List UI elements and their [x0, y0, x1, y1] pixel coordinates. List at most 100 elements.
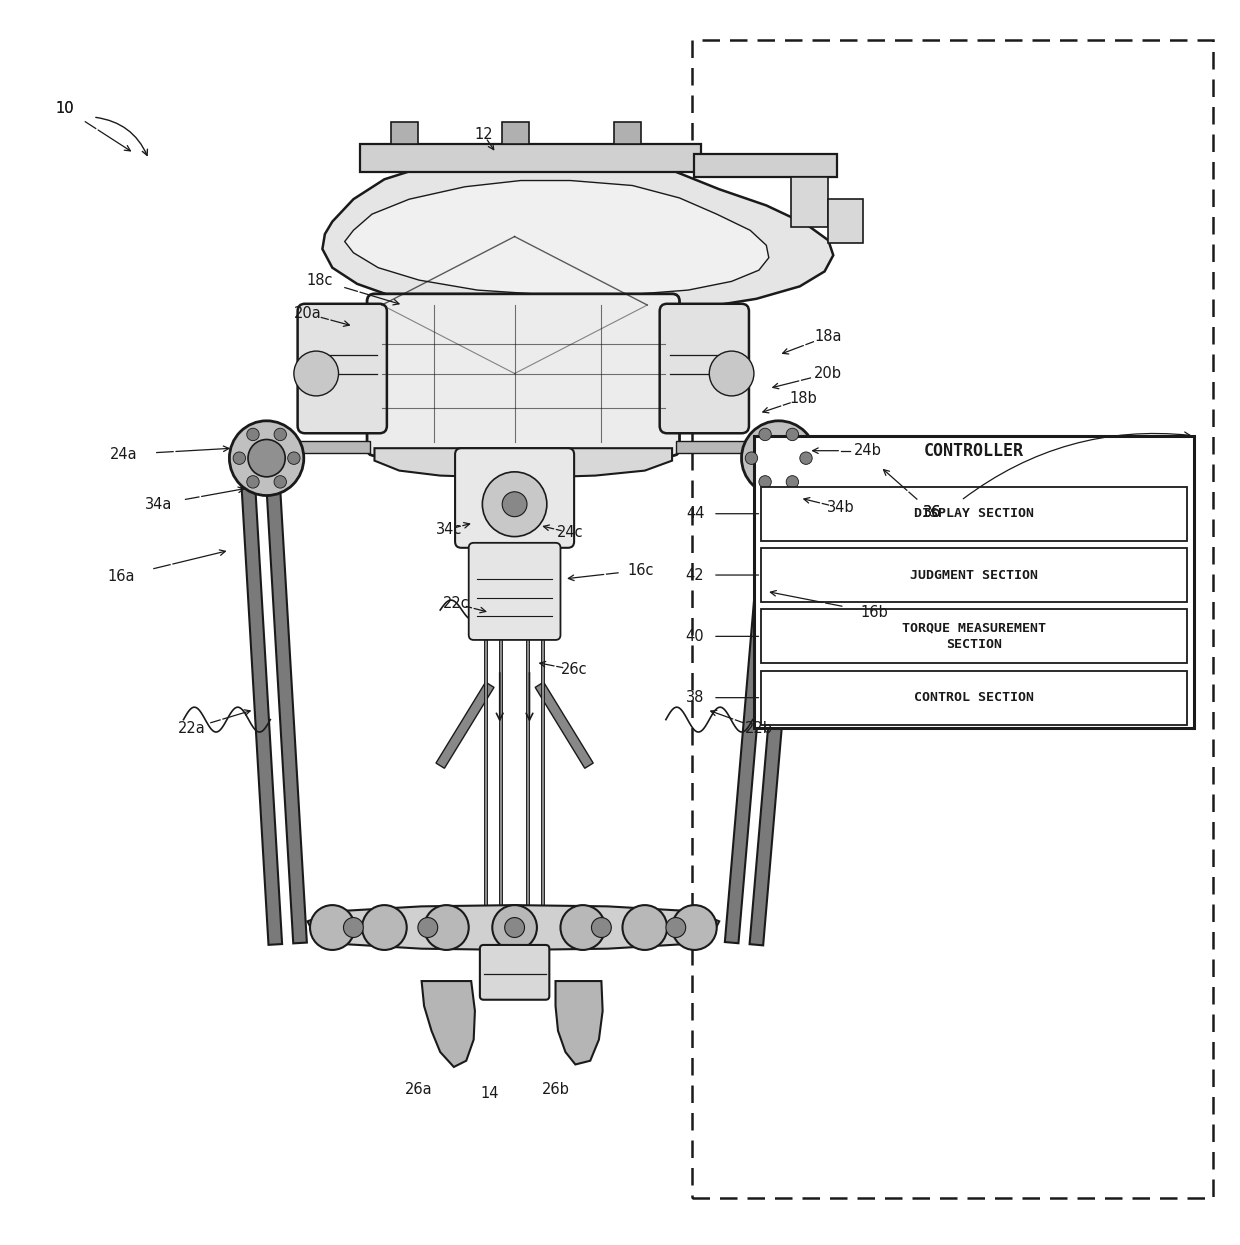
Text: 24c: 24c	[557, 525, 584, 540]
FancyBboxPatch shape	[455, 448, 574, 548]
Circle shape	[288, 452, 300, 464]
Text: 34b: 34b	[827, 500, 854, 515]
Text: 26c: 26c	[560, 662, 588, 677]
Text: 16a: 16a	[108, 569, 135, 584]
Circle shape	[745, 452, 758, 464]
FancyBboxPatch shape	[660, 304, 749, 433]
Polygon shape	[265, 478, 306, 944]
Bar	[761, 609, 1187, 664]
Text: 22b: 22b	[745, 721, 773, 736]
Text: 26a: 26a	[405, 1082, 433, 1097]
Circle shape	[502, 492, 527, 517]
Text: 10: 10	[55, 101, 74, 116]
Bar	[791, 177, 828, 227]
Circle shape	[294, 351, 339, 396]
Circle shape	[800, 452, 812, 464]
Bar	[828, 199, 863, 243]
Circle shape	[248, 439, 285, 477]
Text: CONTROL SECTION: CONTROL SECTION	[914, 691, 1034, 705]
Text: 20a: 20a	[294, 306, 321, 321]
Circle shape	[759, 428, 771, 441]
Polygon shape	[536, 682, 593, 768]
Text: JUDGMENT SECTION: JUDGMENT SECTION	[910, 569, 1038, 581]
Circle shape	[492, 905, 537, 950]
Text: 22c: 22c	[443, 596, 470, 611]
Text: 40: 40	[686, 629, 704, 644]
Circle shape	[786, 428, 799, 441]
Text: TORQUE MEASUREMENT
SECTION: TORQUE MEASUREMENT SECTION	[901, 621, 1047, 651]
Bar	[754, 436, 1194, 728]
Text: 18b: 18b	[790, 391, 817, 406]
Text: CONTROLLER: CONTROLLER	[924, 442, 1024, 459]
Circle shape	[343, 918, 363, 937]
Bar	[761, 487, 1187, 540]
Polygon shape	[322, 154, 833, 314]
Text: 16b: 16b	[861, 605, 888, 620]
Text: 36: 36	[924, 505, 941, 520]
Circle shape	[666, 918, 686, 937]
Circle shape	[672, 905, 717, 950]
Circle shape	[560, 905, 605, 950]
Text: 24a: 24a	[110, 447, 138, 462]
Text: 34a: 34a	[145, 497, 172, 512]
Bar	[761, 548, 1187, 603]
Polygon shape	[345, 181, 769, 295]
Bar	[614, 122, 641, 144]
Circle shape	[424, 905, 469, 950]
Circle shape	[482, 472, 547, 537]
Text: 44: 44	[686, 507, 704, 522]
Polygon shape	[308, 905, 719, 950]
Circle shape	[786, 476, 799, 488]
Bar	[676, 441, 773, 453]
Circle shape	[247, 428, 259, 441]
Polygon shape	[242, 479, 283, 945]
Polygon shape	[749, 479, 802, 945]
Text: 18c: 18c	[306, 273, 334, 288]
Circle shape	[709, 351, 754, 396]
FancyBboxPatch shape	[469, 543, 560, 640]
Circle shape	[418, 918, 438, 937]
Circle shape	[362, 905, 407, 950]
Circle shape	[622, 905, 667, 950]
Text: 18a: 18a	[815, 329, 842, 344]
Text: 42: 42	[686, 568, 704, 583]
Circle shape	[760, 439, 797, 477]
FancyBboxPatch shape	[480, 945, 549, 1000]
Circle shape	[274, 428, 286, 441]
Text: DISPLAY SECTION: DISPLAY SECTION	[914, 507, 1034, 520]
Text: 22a: 22a	[179, 721, 206, 736]
Text: 14: 14	[481, 1086, 498, 1101]
FancyBboxPatch shape	[298, 304, 387, 433]
Text: 16c: 16c	[627, 563, 655, 578]
Circle shape	[229, 421, 304, 496]
Bar	[694, 154, 837, 177]
Bar	[391, 122, 418, 144]
Polygon shape	[436, 682, 494, 768]
Circle shape	[742, 421, 816, 496]
Bar	[360, 144, 701, 172]
Text: 26b: 26b	[542, 1082, 569, 1097]
Bar	[502, 122, 529, 144]
Text: 38: 38	[686, 690, 704, 705]
Text: 34c: 34c	[435, 522, 463, 537]
Bar	[692, 40, 1213, 1198]
Text: 12: 12	[474, 127, 494, 142]
Text: 36: 36	[924, 505, 941, 520]
Bar	[761, 671, 1187, 725]
Circle shape	[233, 452, 246, 464]
Circle shape	[274, 476, 286, 488]
Circle shape	[247, 476, 259, 488]
Polygon shape	[556, 981, 603, 1064]
FancyBboxPatch shape	[367, 294, 680, 456]
Text: 10: 10	[55, 101, 74, 116]
Bar	[270, 441, 370, 453]
Circle shape	[310, 905, 355, 950]
Polygon shape	[422, 981, 475, 1067]
Text: 20b: 20b	[815, 366, 842, 381]
Polygon shape	[725, 478, 779, 944]
Circle shape	[505, 918, 525, 937]
Polygon shape	[374, 448, 672, 478]
Circle shape	[759, 476, 771, 488]
Circle shape	[591, 918, 611, 937]
Text: 24b: 24b	[854, 443, 882, 458]
